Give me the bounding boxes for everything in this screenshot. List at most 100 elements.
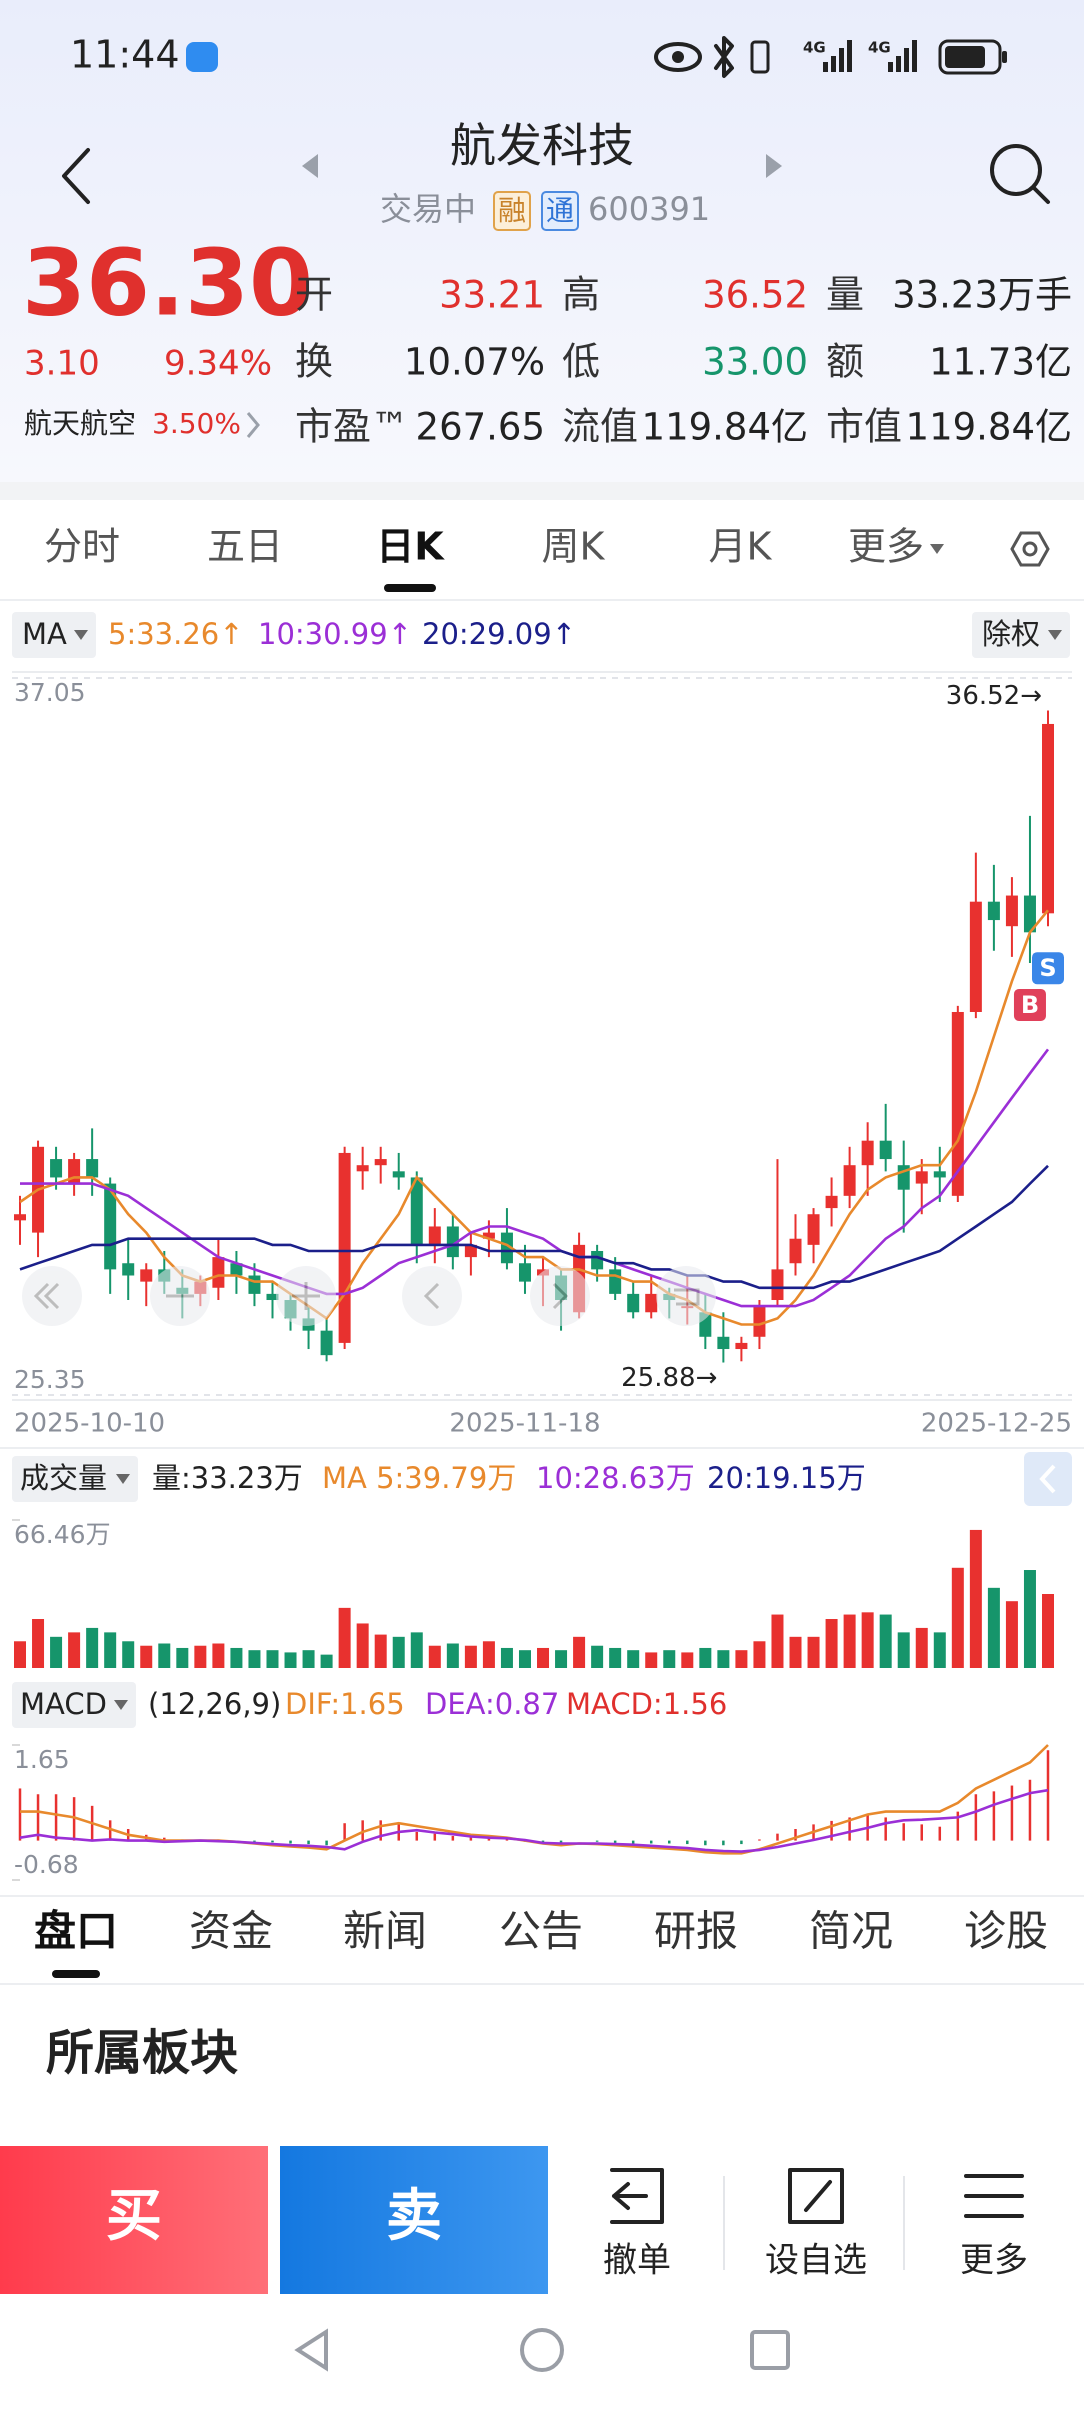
volume-bar [464, 1645, 477, 1668]
buy-button[interactable] [0, 2146, 268, 2294]
trade-marker-label: B [1021, 991, 1039, 1019]
more-icon [964, 2174, 1024, 2218]
separator [0, 482, 1084, 500]
vibrate-icon [750, 40, 770, 74]
macd-line [19, 1788, 1049, 1853]
trade-marker [1013, 988, 1046, 1021]
adjust-selector[interactable] [972, 612, 1070, 658]
action-button[interactable]: 更多 [960, 2241, 1028, 2281]
candle-body [789, 1238, 802, 1264]
candle-body [266, 1293, 279, 1301]
ma-selector[interactable] [12, 612, 96, 658]
field-value: 33.00 [702, 341, 808, 384]
ma-legend: 20:29.09↑ [422, 617, 576, 651]
scroll-left[interactable] [402, 1266, 462, 1326]
section-title: 所属板块 [46, 2025, 238, 2081]
volume-legend: MA 5:39.79万 [322, 1461, 516, 1495]
volume-bar [663, 1650, 676, 1668]
scroll-right[interactable] [530, 1266, 590, 1326]
action-button[interactable]: 设自选 [765, 2241, 867, 2281]
field-label: 额 [826, 340, 864, 384]
volume-bar [969, 1529, 982, 1668]
action-button[interactable]: 撤单 [603, 2241, 671, 2281]
volume-bar [645, 1652, 658, 1668]
info-tab[interactable]: 公告 [499, 1907, 583, 1956]
sector-arrow[interactable] [246, 412, 260, 438]
period-tab[interactable]: 月K [709, 525, 773, 569]
ma-line [19, 1164, 1049, 1290]
volume-legend: 10:28.63万 [536, 1461, 695, 1495]
period-tab[interactable]: 日K [376, 525, 445, 569]
field-value: 267.65 [416, 406, 545, 449]
volume-bar [14, 1641, 26, 1668]
icon [33, 1282, 60, 1310]
volume-bar [32, 1619, 45, 1668]
sell-button[interactable] [280, 2146, 548, 2294]
volume-bar [230, 1647, 243, 1668]
battery-tip [1002, 51, 1007, 63]
reset[interactable] [656, 1266, 716, 1326]
zoom-out-all[interactable] [22, 1266, 82, 1326]
info-tab[interactable]: 简况 [809, 1907, 893, 1956]
nav-home[interactable] [520, 2328, 564, 2372]
nav-back[interactable] [294, 2328, 328, 2372]
info-tab[interactable]: 新闻 [343, 1907, 427, 1956]
icon [552, 1282, 569, 1310]
candle-body [951, 1011, 964, 1196]
candle-body [50, 1159, 63, 1178]
volume-bar [825, 1619, 838, 1668]
candle-body [248, 1275, 261, 1294]
candle-body [428, 1226, 441, 1245]
period-tab[interactable]: 分时 [44, 525, 120, 569]
x-tick-label: 2025-10-10 [14, 1409, 165, 1439]
status-time: 11:44 [70, 33, 180, 77]
volume-bar [933, 1632, 946, 1668]
period-tab[interactable]: 更多 [848, 525, 924, 569]
price-change-pct: 9.34% [164, 344, 272, 384]
buy-label: 买 [106, 2184, 162, 2249]
back-button[interactable] [62, 148, 90, 204]
volume-bar [212, 1643, 225, 1668]
macd-selector[interactable] [12, 1682, 136, 1728]
last-price: 36.30 [22, 229, 313, 336]
candle-body [446, 1226, 459, 1258]
period-tab[interactable]: 周K [542, 525, 606, 569]
field-label: 市盈™ [295, 405, 409, 449]
info-tab[interactable]: 研报 [654, 1907, 738, 1956]
candle-body [627, 1293, 640, 1313]
extreme-label: 25.88→ [621, 1363, 717, 1393]
macd-chart: 1.65 -0.68 DIF:1.65 DEA:0.87 MACD:1.56 [12, 1687, 1050, 1881]
volume-bar [1042, 1594, 1054, 1668]
candle-body [230, 1263, 243, 1276]
field-value: 10.07% [404, 341, 545, 384]
previous-stock[interactable] [302, 154, 318, 178]
field-label: 量 [826, 273, 864, 317]
notification-icon [186, 42, 218, 72]
action-buttons: 撤单 设自选 更多 [603, 2241, 1028, 2281]
volume-bar [518, 1650, 531, 1668]
candle-body [1042, 723, 1054, 914]
candle-body [212, 1257, 225, 1288]
battery-level [945, 46, 985, 68]
candle-body [374, 1159, 387, 1166]
y-tick-label: 1.65 [14, 1745, 70, 1774]
volume-bar [537, 1647, 550, 1668]
info-tab[interactable]: 盘口 [34, 1907, 118, 1956]
macd-params: (12,26,9) [148, 1687, 281, 1721]
battery-icon [938, 39, 1002, 75]
nav-recent[interactable] [750, 2330, 790, 2370]
period-tab[interactable]: 五日 [207, 525, 283, 569]
candle-body [825, 1195, 838, 1209]
price-chart: 37.05 25.35 2025-10-10 2025-11-18 2025-12-25… [12, 617, 1072, 1439]
volume-bar [446, 1643, 459, 1668]
collapse-tab[interactable] [1024, 1452, 1072, 1506]
next-stock[interactable] [766, 154, 782, 178]
settings-button[interactable] [1010, 531, 1050, 567]
info-tab[interactable]: 诊股 [964, 1907, 1048, 1956]
volume-selector[interactable] [12, 1456, 138, 1502]
search-button[interactable] [990, 144, 1042, 196]
candle-body [1005, 895, 1018, 927]
candle-body [609, 1269, 622, 1294]
info-tab[interactable]: 资金 [189, 1907, 273, 1956]
